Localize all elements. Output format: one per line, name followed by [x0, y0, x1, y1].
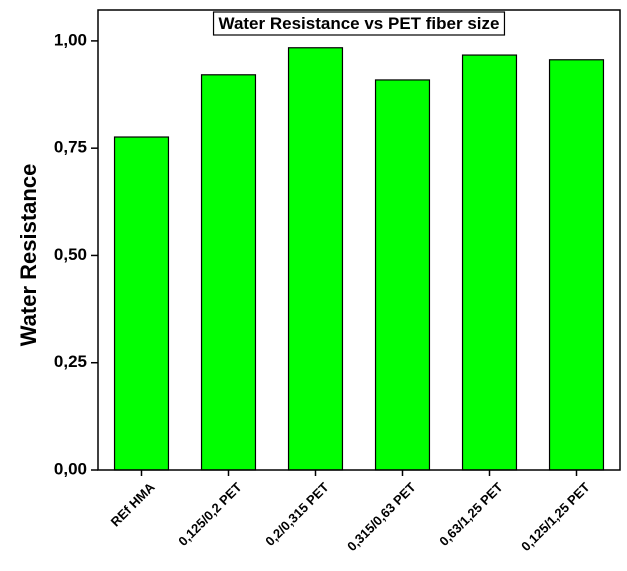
- y-axis-label: Water Resistance: [16, 164, 41, 347]
- bar: [461, 54, 518, 471]
- y-tick-label: 1,00: [54, 30, 87, 49]
- x-tick-label: 0,125/1,25 PET: [518, 479, 593, 554]
- bar: [113, 136, 170, 471]
- bar: [374, 79, 431, 471]
- x-tick-label: REf HMA: [108, 479, 158, 529]
- y-tick-label: 0,00: [54, 459, 87, 478]
- x-tick-label: 0,315/0,63 PET: [344, 479, 419, 554]
- y-tick-label: 0,75: [54, 138, 87, 157]
- chart-title: Water Resistance vs PET fiber size: [219, 14, 500, 33]
- x-tick-label: 0,63/1,25 PET: [436, 479, 505, 548]
- x-tick-label: 0,2/0,315 PET: [262, 479, 331, 548]
- bar: [200, 74, 257, 471]
- title-box: [212, 11, 506, 36]
- bar: [548, 59, 605, 471]
- plot-frame: [97, 9, 621, 471]
- x-tick-label: 0,125/0,2 PET: [175, 479, 244, 548]
- bar: [287, 47, 344, 471]
- y-tick-label: 0,50: [54, 245, 87, 264]
- y-tick-label: 0,25: [54, 352, 87, 371]
